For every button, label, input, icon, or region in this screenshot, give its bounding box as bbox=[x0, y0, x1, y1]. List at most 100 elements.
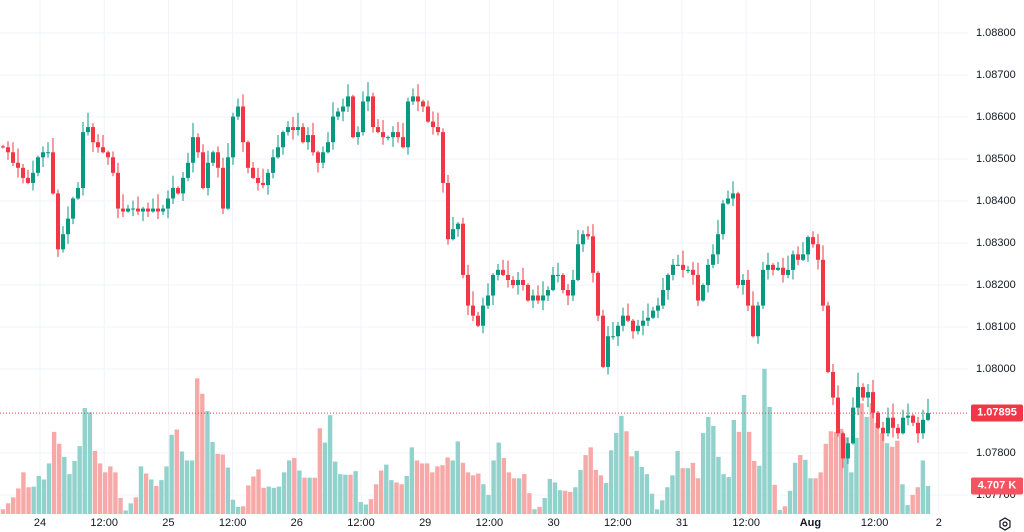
candle-body bbox=[61, 234, 65, 250]
volume-bar bbox=[419, 463, 425, 514]
candle-bullish bbox=[486, 283, 490, 309]
volume-bar bbox=[752, 461, 757, 514]
candle-body bbox=[591, 236, 595, 273]
candle-body bbox=[396, 132, 400, 138]
candle-bullish bbox=[391, 126, 395, 147]
candle-bullish bbox=[611, 321, 615, 340]
candle-body bbox=[206, 162, 210, 188]
volume-bar bbox=[782, 506, 788, 514]
candle-bearish bbox=[521, 267, 525, 291]
time-tick-label: 12:00 bbox=[90, 517, 118, 529]
candle-bearish bbox=[256, 167, 260, 191]
candle-body bbox=[256, 177, 260, 183]
volume-bar bbox=[409, 447, 415, 514]
candle-body bbox=[171, 187, 175, 199]
candle-bullish bbox=[346, 84, 350, 112]
candle-bearish bbox=[246, 140, 250, 174]
candle-bullish bbox=[331, 102, 335, 150]
candle-body bbox=[796, 254, 800, 260]
candle-bullish bbox=[226, 143, 230, 210]
candle-body bbox=[211, 152, 215, 163]
candle-bearish bbox=[536, 285, 540, 304]
candle-body bbox=[386, 137, 390, 139]
candle-body bbox=[646, 317, 650, 321]
candle-body bbox=[461, 223, 465, 275]
candle-body bbox=[236, 106, 240, 117]
candle-bullish bbox=[541, 281, 545, 311]
candle-bearish bbox=[596, 271, 600, 322]
time-tick-label: 30 bbox=[547, 517, 560, 529]
candle-bullish bbox=[406, 97, 410, 155]
volume-bar bbox=[21, 472, 26, 514]
candle-bearish bbox=[6, 141, 10, 160]
volume-bar bbox=[496, 442, 501, 514]
candle-body bbox=[616, 325, 620, 337]
candle-bearish bbox=[216, 146, 220, 178]
candle-bullish bbox=[456, 222, 460, 237]
volume-bar bbox=[72, 461, 77, 514]
candle-bearish bbox=[116, 162, 120, 219]
candle-bearish bbox=[196, 133, 200, 158]
volume-bar bbox=[726, 477, 731, 514]
candle-body bbox=[226, 157, 230, 209]
candle-bearish bbox=[56, 189, 60, 257]
candle-body bbox=[571, 279, 575, 296]
volume-bar bbox=[614, 433, 619, 514]
candle-bullish bbox=[151, 198, 155, 213]
volume-bar bbox=[537, 506, 542, 514]
volume-bar bbox=[818, 472, 823, 514]
candle-body bbox=[471, 305, 475, 316]
candle-bullish bbox=[616, 321, 620, 346]
candle-body bbox=[456, 223, 460, 230]
candle-body bbox=[181, 177, 185, 194]
candle-bullish bbox=[296, 112, 300, 136]
candle-body bbox=[481, 305, 485, 326]
price-tick-label: 1.08300 bbox=[976, 237, 1016, 249]
candle-bullish bbox=[366, 82, 370, 112]
volume-bar bbox=[476, 473, 481, 514]
candle-bearish bbox=[831, 363, 835, 406]
volume-bar bbox=[103, 472, 108, 514]
volume-bar bbox=[256, 469, 261, 514]
candle-bearish bbox=[526, 283, 530, 302]
volume-bar bbox=[506, 472, 512, 514]
candle-body bbox=[346, 96, 350, 107]
candle-body bbox=[371, 96, 375, 128]
price-tick-label: 1.08400 bbox=[976, 195, 1016, 207]
volume-bar bbox=[573, 487, 578, 514]
price-tick-label: 1.08100 bbox=[976, 321, 1016, 333]
volume-bar bbox=[389, 480, 394, 514]
candle-bullish bbox=[411, 88, 415, 105]
candle-bearish bbox=[261, 168, 265, 189]
volume-bar bbox=[215, 453, 220, 514]
volume-bar bbox=[230, 499, 236, 514]
candle-body bbox=[326, 142, 330, 153]
candle-body bbox=[466, 274, 470, 306]
candle-bullish bbox=[386, 135, 390, 141]
candle-body bbox=[191, 137, 195, 163]
candle-body bbox=[306, 135, 310, 143]
candle-body bbox=[521, 279, 525, 285]
volume-bar bbox=[133, 497, 139, 514]
volume-bar bbox=[925, 485, 931, 514]
candle-bullish bbox=[131, 200, 135, 217]
volume-bar bbox=[261, 487, 266, 514]
volume-bar bbox=[220, 454, 225, 514]
candle-bullish bbox=[856, 372, 860, 416]
price-tick-label: 1.07800 bbox=[976, 447, 1016, 459]
candle-body bbox=[316, 152, 320, 163]
candle-body bbox=[246, 142, 250, 168]
volume-bar bbox=[660, 500, 665, 514]
candle-bullish bbox=[621, 307, 625, 332]
candle-body bbox=[431, 121, 435, 128]
volume-bar bbox=[680, 468, 685, 514]
candle-bullish bbox=[546, 286, 550, 301]
settings-icon[interactable] bbox=[998, 517, 1012, 531]
candle-body bbox=[911, 415, 915, 423]
candle-body bbox=[311, 135, 315, 153]
candle-body bbox=[336, 111, 340, 117]
candle-body bbox=[636, 325, 640, 332]
volume-bar bbox=[874, 422, 880, 514]
last-volume-badge: 4.707 K bbox=[971, 477, 1023, 495]
